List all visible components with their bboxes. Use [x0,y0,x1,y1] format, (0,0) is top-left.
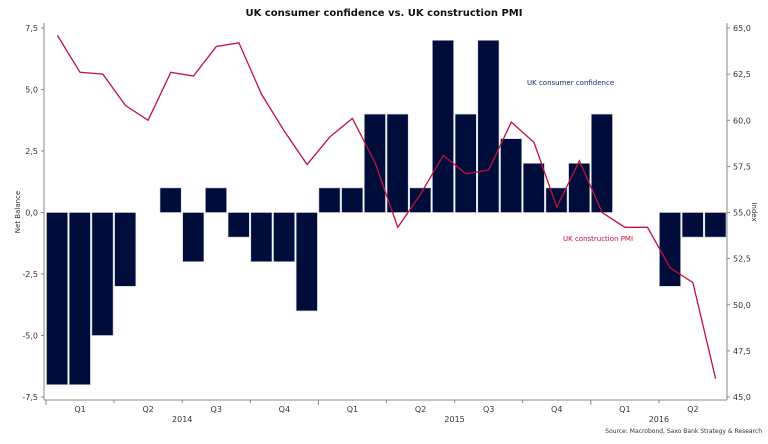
y-tick-label-left: 2,5 [25,147,38,156]
y-tick-label-right: 52,5 [733,255,751,264]
annotation-construction-pmi: UK construction PMI [563,235,633,243]
bar [568,163,591,213]
x-tick-label-year: 2014 [172,415,192,424]
bar [114,212,137,287]
bar [704,212,727,238]
x-tick-label-quarter: Q3 [211,405,222,414]
bar [500,138,523,213]
source-note: Source: Macrobond, Saxo Bank Strategy & … [605,428,762,435]
x-tick-label-quarter: Q1 [347,405,358,414]
bar [159,187,182,213]
bar [273,212,296,263]
x-tick-label-quarter: Q2 [142,405,153,414]
pmi-line [56,35,717,379]
bar [590,113,613,213]
y-axis-label-right: Index [750,202,758,221]
bar [91,212,114,336]
x-tick-label-quarter: Q2 [415,405,426,414]
x-tick-label-quarter: Q4 [279,405,290,414]
bar [477,39,500,213]
bar [432,39,454,213]
x-tick-label-quarter: Q3 [483,405,494,414]
x-tick-label-year: 2016 [649,415,669,424]
y-tick-label-right: 50,0 [733,301,751,310]
bar [46,212,69,385]
bar [182,212,205,263]
bar [250,212,273,263]
bar [386,113,409,213]
bar [341,187,364,213]
axes: 7,5 5,0 2,5 0,0 -2,5 -5,0 -7,5 65,0 62,5 60,0 57,5… [22,23,751,424]
bar [205,187,227,213]
bar [681,212,704,238]
bars [46,39,727,385]
y-tick-label-left: -2,5 [22,270,38,279]
bar [68,212,91,385]
bar [659,212,681,287]
y-tick-label-left: 7,5 [25,24,38,33]
y-tick-label-right: 62,5 [733,70,751,79]
bar [454,113,477,213]
x-tick-label-quarter: Q1 [74,405,85,414]
y-tick-label-left: -5,0 [22,332,38,341]
x-tick-label-quarter: Q1 [619,405,630,414]
x-tick-label-quarter: Q4 [551,405,562,414]
bar [545,187,568,213]
pmi-line-group [56,35,717,379]
x-tick-label-year: 2015 [444,415,464,424]
y-tick-label-left: -7,5 [22,393,38,402]
y-tick-label-right: 65,0 [733,24,751,33]
bar [227,212,250,238]
y-tick-label-right: 45,0 [733,393,751,402]
y-tick-label-left: 5,0 [25,86,38,95]
chart-title: UK consumer confidence vs. UK constructi… [246,8,523,19]
bar [522,163,545,213]
y-tick-label-left: 0,0 [25,209,38,218]
bar [409,187,432,213]
y-tick-label-right: 57,5 [733,162,751,171]
y-axis-label-left: Net Balance [14,191,22,233]
y-tick-label-right: 47,5 [733,347,751,356]
bar [295,212,318,312]
x-tick-label-quarter: Q2 [687,405,698,414]
annotation-consumer-confidence: UK consumer confidence [527,79,614,87]
y-tick-label-right: 55,0 [733,209,751,218]
y-tick-label-right: 60,0 [733,116,751,125]
bar [318,187,341,213]
